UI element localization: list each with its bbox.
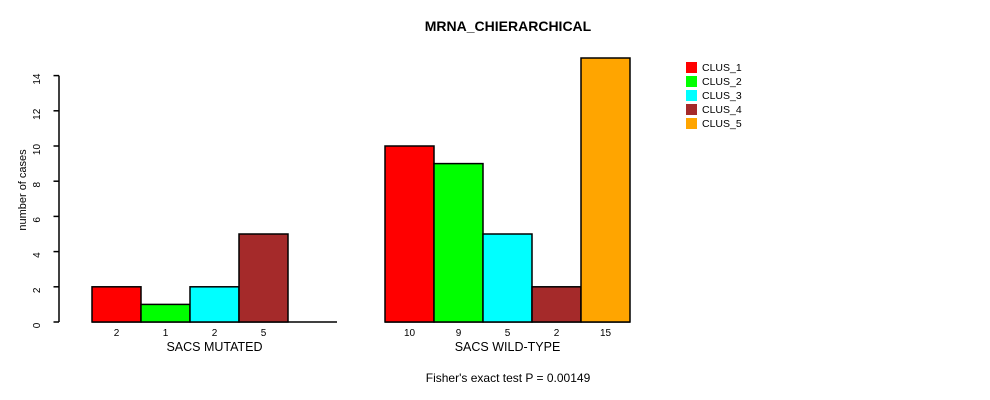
- group-label-sacs-wild-type: SACS WILD-TYPE: [455, 340, 561, 354]
- legend-label: CLUS_1: [702, 61, 742, 74]
- bar-value-label: 2: [212, 328, 218, 339]
- y-tick-label: 0: [32, 322, 43, 328]
- annotation-text: Fisher's exact test P = 0.00149: [425, 371, 591, 385]
- bar-sacs-mutated-clus-2: [140, 303, 191, 323]
- legend-label: CLUS_3: [702, 89, 742, 102]
- bar-value-label: 1: [163, 328, 169, 339]
- bar-value-label: 5: [261, 328, 267, 339]
- group-label-sacs-mutated: SACS MUTATED: [166, 340, 262, 354]
- legend-label: CLUS_2: [702, 75, 742, 88]
- y-tick-label: 10: [32, 144, 43, 156]
- legend: CLUS_1 CLUS_2 CLUS_3 CLUS_4 CLUS_5: [686, 62, 742, 132]
- legend-swatch-clus-2: [686, 76, 697, 88]
- y-tick-label: 8: [32, 181, 43, 187]
- bar-value-label: 5: [505, 328, 511, 339]
- bar-value-label: 10: [404, 328, 416, 339]
- bar-sacs-mutated-clus-4: [238, 233, 289, 323]
- y-tick-label: 12: [32, 108, 43, 120]
- legend-row-clus-5: CLUS_5: [686, 117, 742, 130]
- bar-sacs-wild-type-clus-3: [482, 233, 533, 323]
- legend-swatch-clus-3: [686, 90, 697, 102]
- bar-value-label: 2: [554, 328, 560, 339]
- bar-sacs-wild-type-clus-1: [384, 145, 435, 323]
- legend-swatch-clus-5: [686, 118, 697, 130]
- bar-value-label: 9: [456, 328, 462, 339]
- bar-sacs-wild-type-clus-5: [580, 57, 631, 323]
- bar-sacs-wild-type-clus-2: [433, 162, 484, 323]
- bar-sacs-mutated-clus-3: [189, 286, 240, 323]
- legend-row-clus-2: CLUS_2: [686, 75, 742, 88]
- y-tick-label: 6: [32, 217, 43, 223]
- bar-value-label: 15: [600, 328, 612, 339]
- legend-row-clus-3: CLUS_3: [686, 89, 742, 102]
- bar-sacs-mutated-clus-1: [91, 286, 142, 323]
- legend-row-clus-1: CLUS_1: [686, 61, 742, 74]
- legend-swatch-clus-4: [686, 104, 697, 116]
- legend-row-clus-4: CLUS_4: [686, 103, 742, 116]
- y-tick-label: 4: [32, 252, 43, 258]
- chart-title: MRNA_CHIERARCHICAL: [424, 18, 592, 34]
- legend-label: CLUS_5: [702, 117, 742, 130]
- y-tick-label: 14: [32, 73, 43, 85]
- legend-label: CLUS_4: [702, 103, 742, 116]
- legend-swatch-clus-1: [686, 62, 697, 73]
- y-tick-label: 2: [32, 287, 43, 293]
- bar-sacs-wild-type-clus-4: [531, 286, 582, 323]
- bar-value-label: 2: [114, 328, 120, 339]
